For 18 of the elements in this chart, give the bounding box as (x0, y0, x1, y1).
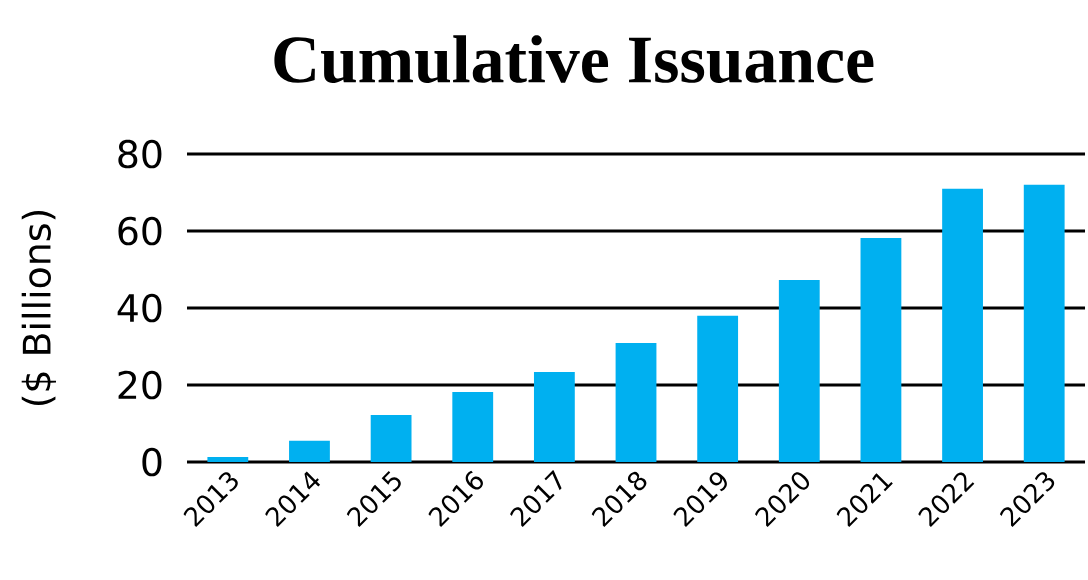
bar (370, 415, 412, 462)
bar (533, 371, 575, 462)
bar (452, 391, 494, 462)
y-tick-label: 40 (117, 293, 162, 323)
bar (942, 188, 983, 462)
bar (778, 279, 820, 462)
y-tick-label: 60 (118, 216, 162, 246)
y-tick-label: 20 (118, 370, 162, 400)
bar (1023, 184, 1065, 462)
bar (207, 456, 249, 462)
y-axis-title: ($ Billions) (21, 211, 57, 406)
y-tick-label: 0 (142, 447, 162, 477)
bar (615, 343, 657, 462)
chart-title: Cumulative Issuance (274, 35, 874, 84)
bar (697, 315, 739, 462)
y-tick-label: 80 (118, 139, 162, 169)
bar (860, 237, 902, 462)
bar (289, 440, 330, 462)
